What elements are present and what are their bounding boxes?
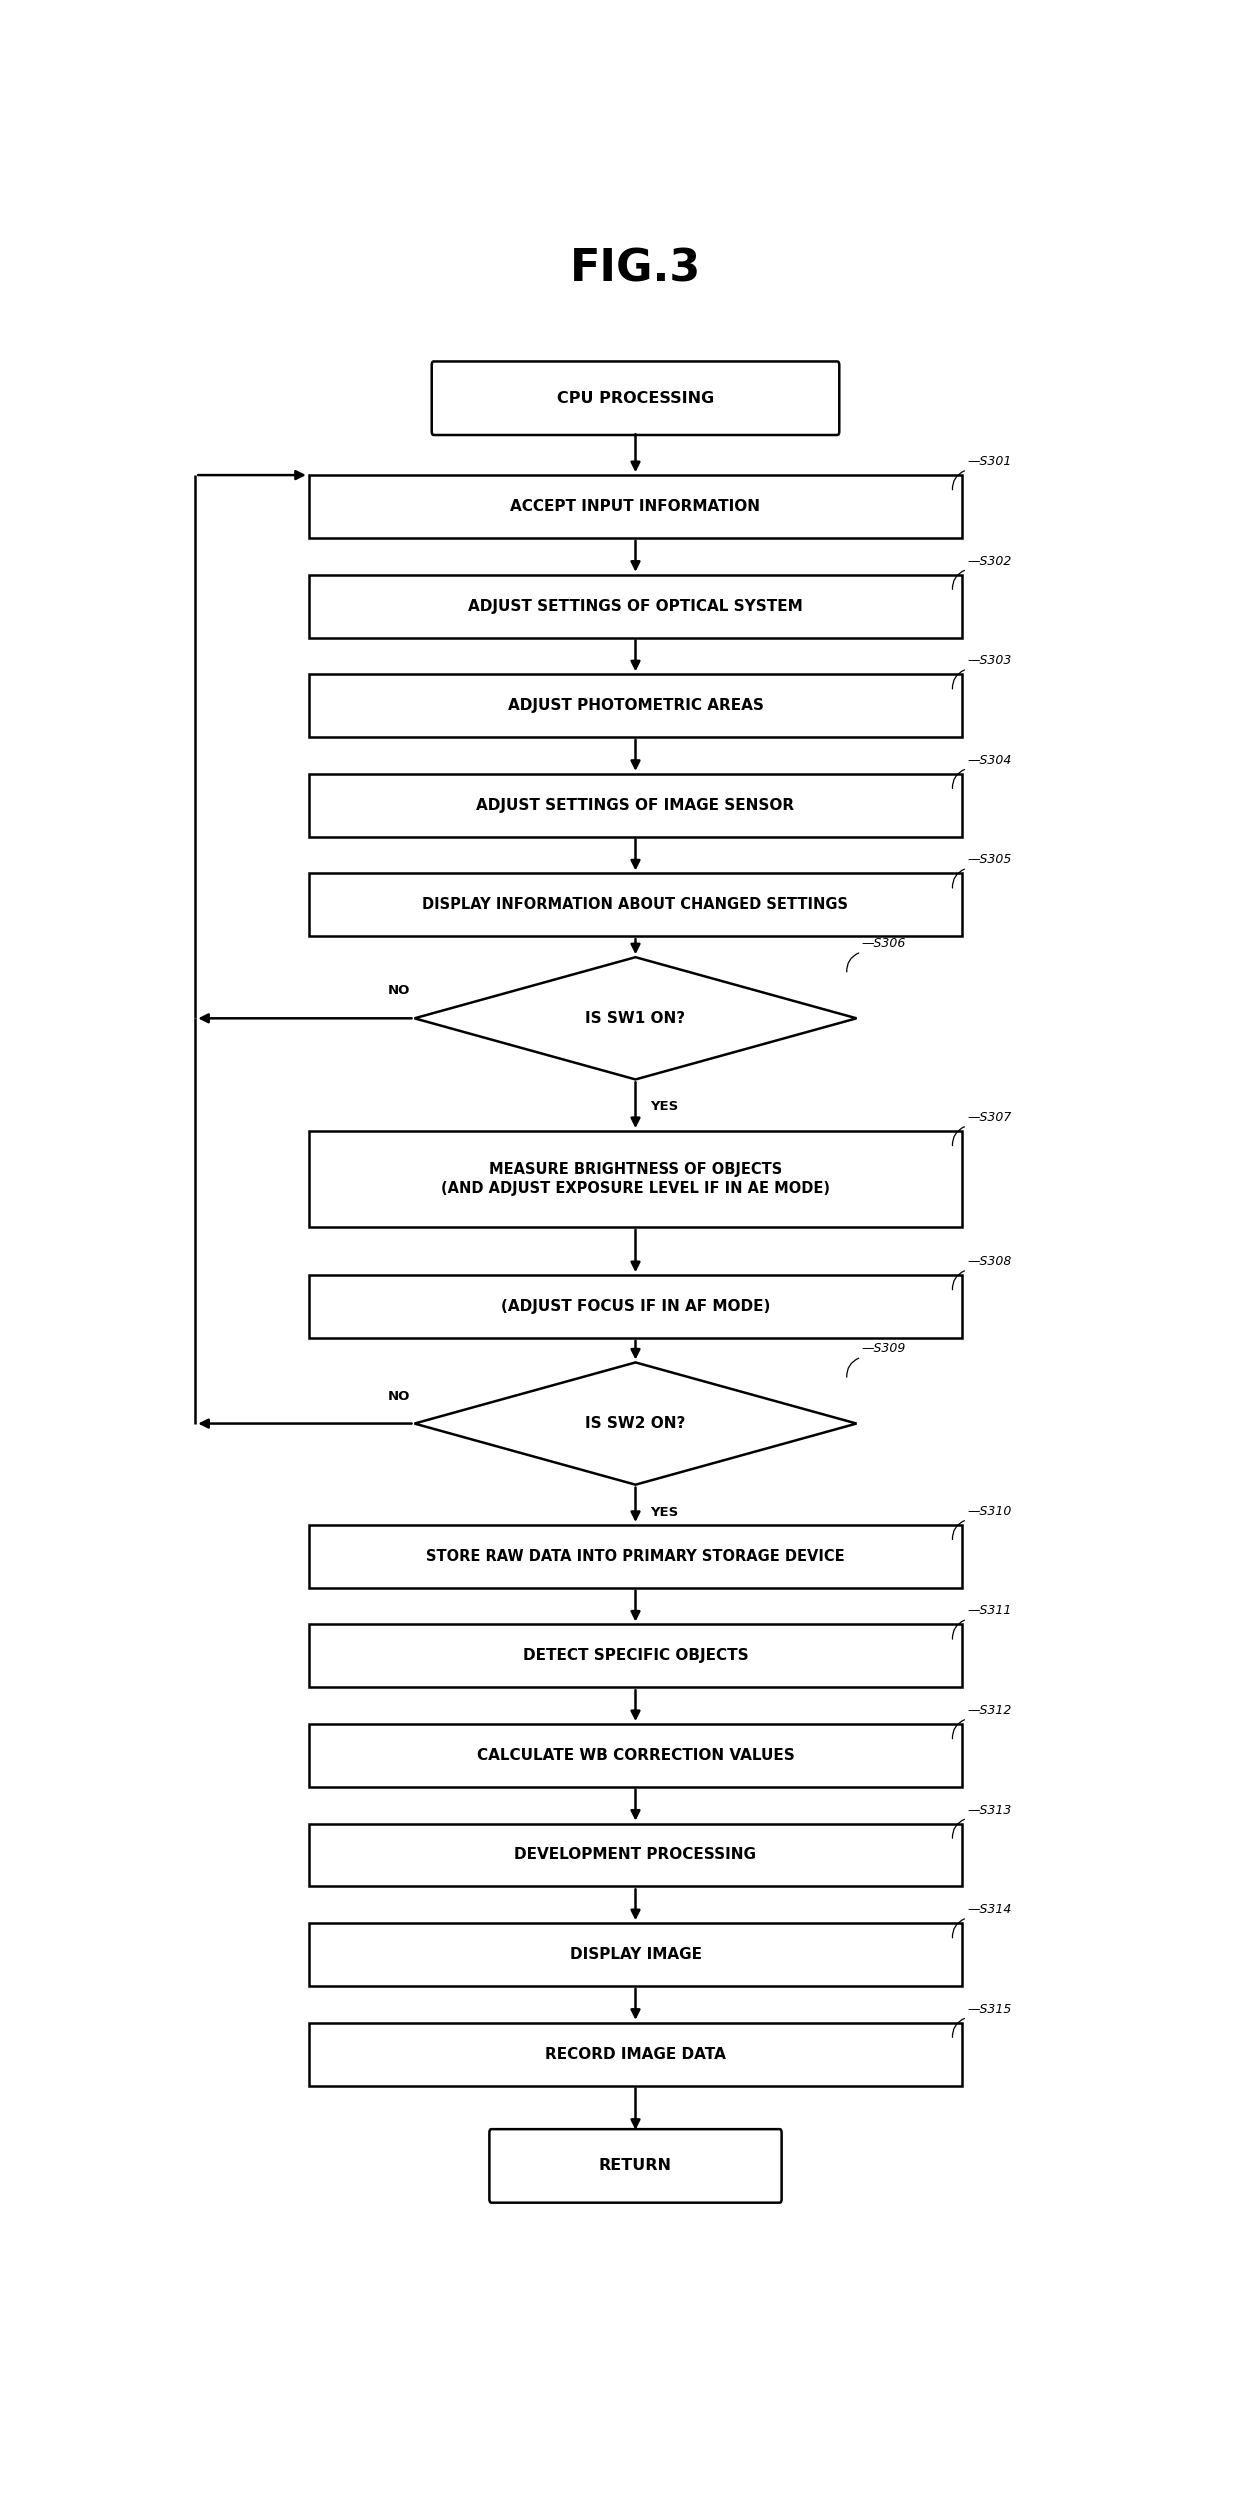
Text: IS SW1 ON?: IS SW1 ON? xyxy=(585,1010,686,1025)
Bar xyxy=(309,1526,962,1589)
Text: DEVELOPMENT PROCESSING: DEVELOPMENT PROCESSING xyxy=(515,1848,756,1863)
Text: YES: YES xyxy=(650,1506,678,1518)
Text: —S309: —S309 xyxy=(862,1342,905,1355)
Text: DISPLAY INFORMATION ABOUT CHANGED SETTINGS: DISPLAY INFORMATION ABOUT CHANGED SETTIN… xyxy=(423,896,848,912)
Text: FIG.3: FIG.3 xyxy=(570,247,701,290)
Text: IS SW2 ON?: IS SW2 ON? xyxy=(585,1415,686,1430)
Text: —S312: —S312 xyxy=(967,1705,1012,1717)
Text: —S310: —S310 xyxy=(967,1506,1012,1518)
Text: ADJUST SETTINGS OF OPTICAL SYSTEM: ADJUST SETTINGS OF OPTICAL SYSTEM xyxy=(469,599,802,614)
Text: —S314: —S314 xyxy=(967,1904,1012,1916)
Text: —S307: —S307 xyxy=(967,1110,1012,1123)
Polygon shape xyxy=(414,1362,857,1486)
Text: CPU PROCESSING: CPU PROCESSING xyxy=(557,390,714,405)
Bar xyxy=(309,675,962,738)
Bar xyxy=(309,1725,962,1788)
Text: STORE RAW DATA INTO PRIMARY STORAGE DEVICE: STORE RAW DATA INTO PRIMARY STORAGE DEVI… xyxy=(427,1549,844,1564)
Text: RECORD IMAGE DATA: RECORD IMAGE DATA xyxy=(546,2047,725,2062)
Text: —S302: —S302 xyxy=(967,554,1012,567)
Text: DETECT SPECIFIC OBJECTS: DETECT SPECIFIC OBJECTS xyxy=(523,1649,748,1664)
Bar xyxy=(309,1924,962,1987)
Text: NO: NO xyxy=(387,1390,409,1403)
Text: —S306: —S306 xyxy=(862,937,905,949)
Text: —S301: —S301 xyxy=(967,456,1012,468)
Text: ADJUST PHOTOMETRIC AREAS: ADJUST PHOTOMETRIC AREAS xyxy=(507,697,764,713)
Text: ACCEPT INPUT INFORMATION: ACCEPT INPUT INFORMATION xyxy=(511,499,760,514)
Bar xyxy=(309,1274,962,1337)
Text: —S315: —S315 xyxy=(967,2002,1012,2017)
Text: MEASURE BRIGHTNESS OF OBJECTS
(AND ADJUST EXPOSURE LEVEL IF IN AE MODE): MEASURE BRIGHTNESS OF OBJECTS (AND ADJUS… xyxy=(441,1163,830,1196)
Bar xyxy=(309,1131,962,1226)
Text: —S313: —S313 xyxy=(967,1803,1012,1815)
Text: —S304: —S304 xyxy=(967,753,1012,768)
Text: (ADJUST FOCUS IF IN AF MODE): (ADJUST FOCUS IF IN AF MODE) xyxy=(501,1299,770,1314)
Bar xyxy=(309,773,962,836)
Text: RETURN: RETURN xyxy=(599,2158,672,2173)
Bar xyxy=(309,574,962,637)
Text: CALCULATE WB CORRECTION VALUES: CALCULATE WB CORRECTION VALUES xyxy=(476,1747,795,1763)
Bar xyxy=(309,1624,962,1687)
Bar xyxy=(309,476,962,539)
Polygon shape xyxy=(414,957,857,1080)
Bar xyxy=(309,1823,962,1886)
Text: YES: YES xyxy=(650,1100,678,1113)
Text: NO: NO xyxy=(387,985,409,997)
FancyBboxPatch shape xyxy=(490,2130,781,2203)
Text: —S308: —S308 xyxy=(967,1254,1012,1269)
FancyBboxPatch shape xyxy=(432,363,839,436)
Text: ADJUST SETTINGS OF IMAGE SENSOR: ADJUST SETTINGS OF IMAGE SENSOR xyxy=(476,798,795,813)
Text: —S305: —S305 xyxy=(967,854,1012,866)
Text: DISPLAY IMAGE: DISPLAY IMAGE xyxy=(569,1946,702,1962)
Bar xyxy=(309,2022,962,2085)
Text: —S303: —S303 xyxy=(967,655,1012,667)
Bar xyxy=(309,874,962,937)
Text: —S311: —S311 xyxy=(967,1604,1012,1617)
